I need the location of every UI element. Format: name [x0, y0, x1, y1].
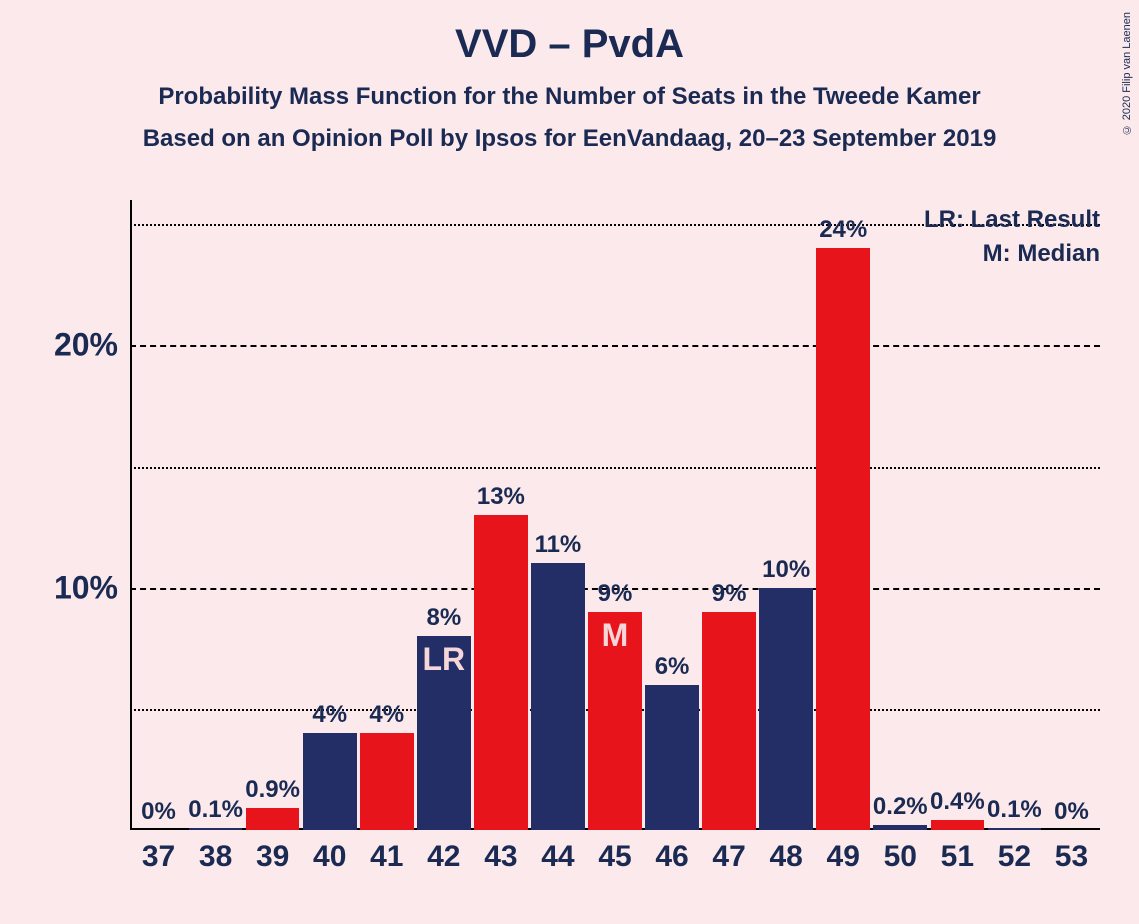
bar: 9% [702, 612, 756, 830]
legend-m: M: Median [890, 240, 1100, 268]
gridline-major [130, 345, 1100, 347]
y-tick-label: 10% [54, 569, 130, 606]
bar-value-label: 0.2% [873, 793, 928, 825]
y-tick-label: 20% [54, 327, 130, 364]
bar-value-label: 9% [598, 580, 633, 612]
x-tick-label: 44 [541, 830, 574, 874]
bar: 4% [360, 733, 414, 830]
bar-value-label: 0% [141, 798, 176, 830]
bar: 10% [759, 588, 813, 830]
x-tick-label: 53 [1055, 830, 1088, 874]
bar-value-label: 8% [426, 604, 461, 636]
bar: 0.2% [873, 825, 927, 830]
chart-subtitle-2: Based on an Opinion Poll by Ipsos for Ee… [0, 125, 1139, 153]
bar: 0.4% [931, 820, 985, 830]
bar: 13% [474, 515, 528, 830]
x-tick-label: 47 [712, 830, 745, 874]
x-tick-label: 41 [370, 830, 403, 874]
bar-value-label: 9% [712, 580, 747, 612]
bar-value-label: 0.4% [930, 788, 985, 820]
bar-value-label: 24% [819, 216, 867, 248]
bar-annot-lr: LR [422, 641, 465, 678]
bar: 6% [645, 685, 699, 830]
bar-value-label: 13% [477, 483, 525, 515]
copyright-text: © 2020 Filip van Laenen [1121, 12, 1133, 135]
x-tick-label: 42 [427, 830, 460, 874]
bar: 8%LR [417, 636, 471, 830]
bar-value-label: 4% [369, 701, 404, 733]
bar: 24% [816, 248, 870, 830]
gridline-minor [130, 467, 1100, 469]
legend: LR: Last Result M: Median [890, 206, 1100, 268]
x-tick-label: 48 [769, 830, 802, 874]
x-tick-label: 39 [256, 830, 289, 874]
bar-value-label: 0.9% [245, 776, 300, 808]
bar: 4% [303, 733, 357, 830]
bar: 0.1% [189, 828, 243, 830]
bar-value-label: 0% [1054, 798, 1089, 830]
x-tick-label: 51 [941, 830, 974, 874]
bar: 0.9% [246, 808, 300, 830]
legend-lr: LR: Last Result [890, 206, 1100, 234]
bar-value-label: 6% [655, 653, 690, 685]
bar-value-label: 10% [762, 556, 810, 588]
chart-plot-area: 10%20%3738394041424344454647484950515253… [130, 200, 1100, 830]
x-tick-label: 45 [598, 830, 631, 874]
chart-title: VVD – PvdA [0, 0, 1139, 67]
x-tick-label: 49 [827, 830, 860, 874]
bar-value-label: 4% [312, 701, 347, 733]
bar-value-label: 0.1% [188, 796, 243, 828]
x-tick-label: 38 [199, 830, 232, 874]
bar: 0.1% [988, 828, 1042, 830]
x-tick-label: 43 [484, 830, 517, 874]
bar-value-label: 0.1% [987, 796, 1042, 828]
x-tick-label: 37 [142, 830, 175, 874]
chart-subtitle-1: Probability Mass Function for the Number… [0, 83, 1139, 111]
bar: 11% [531, 563, 585, 830]
bar-value-label: 11% [535, 531, 582, 563]
bar-annot-m: M [602, 617, 629, 654]
x-tick-label: 50 [884, 830, 917, 874]
x-tick-label: 46 [655, 830, 688, 874]
bar: 9%M [588, 612, 642, 830]
x-tick-label: 40 [313, 830, 346, 874]
y-axis [130, 200, 132, 830]
x-tick-label: 52 [998, 830, 1031, 874]
